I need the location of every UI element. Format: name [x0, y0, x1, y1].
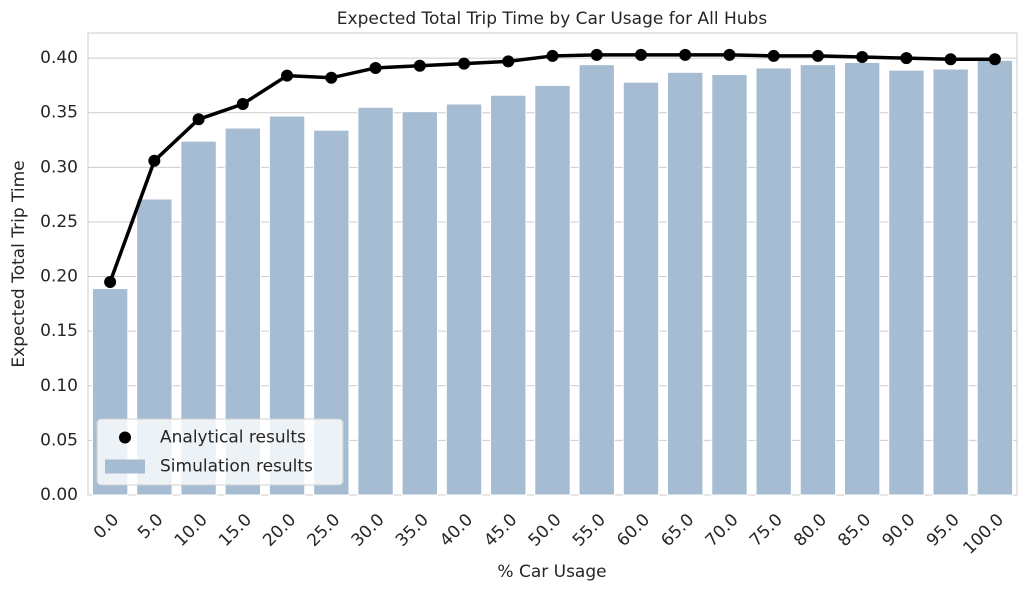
bar	[976, 59, 1014, 496]
bar	[843, 61, 881, 496]
y-tick-label: 0.40	[40, 48, 78, 68]
y-tick-label: 0.00	[40, 485, 78, 505]
bar	[667, 71, 704, 496]
bar	[755, 67, 792, 496]
point	[988, 53, 1001, 66]
point	[502, 55, 515, 68]
point	[236, 97, 249, 110]
bar	[534, 84, 571, 496]
bar	[490, 94, 527, 496]
bar	[932, 68, 969, 496]
bar	[445, 103, 483, 496]
point	[723, 48, 736, 61]
point	[281, 69, 294, 82]
point	[413, 59, 426, 72]
point	[856, 51, 869, 64]
x-tick-label: 85.0	[834, 510, 875, 551]
chart-title: Expected Total Trip Time by Car Usage fo…	[337, 9, 768, 29]
x-tick-label: 35.0	[392, 510, 433, 551]
x-tick-label: 15.0	[215, 510, 256, 551]
point	[679, 48, 692, 61]
bar	[401, 111, 438, 496]
y-tick-label: 0.30	[40, 157, 78, 177]
x-tick-label: 20.0	[259, 510, 300, 551]
x-tick-label: 80.0	[790, 510, 831, 551]
y-tick-label: 0.35	[40, 103, 78, 123]
bar	[799, 64, 837, 496]
point	[325, 71, 338, 84]
point	[634, 48, 647, 61]
point	[944, 53, 957, 66]
x-tick-label: 45.0	[480, 510, 521, 551]
point	[546, 49, 559, 62]
y-axis-label: Expected Total Trip Time	[9, 160, 29, 367]
x-tick-label: 60.0	[613, 510, 654, 551]
x-tick-label: 75.0	[746, 510, 787, 551]
point	[148, 154, 161, 167]
x-tick-label: 65.0	[657, 510, 698, 551]
point	[767, 49, 780, 62]
x-tick-label: 90.0	[879, 510, 920, 551]
point	[590, 48, 603, 61]
point	[458, 57, 471, 70]
point	[900, 52, 913, 65]
bar	[357, 106, 394, 496]
legend-marker	[105, 459, 145, 474]
y-tick-label: 0.10	[40, 376, 78, 396]
legend-label: Simulation results	[160, 457, 313, 477]
x-tick-label: 5.0	[134, 510, 167, 543]
y-tick-label: 0.25	[40, 212, 78, 232]
x-tick-label: 30.0	[348, 510, 389, 551]
bar	[711, 74, 748, 496]
y-tick-label: 0.05	[40, 430, 78, 450]
legend-box	[96, 418, 344, 486]
legend-label: Analytical results	[160, 428, 306, 448]
x-tick-label: 70.0	[702, 510, 743, 551]
point	[369, 61, 382, 74]
point	[104, 276, 117, 289]
bar	[578, 64, 615, 496]
x-tick-label: 0.0	[90, 510, 123, 543]
legend-marker	[119, 431, 131, 444]
x-tick-label: 95.0	[923, 510, 964, 551]
x-tick-label: 100.0	[959, 510, 1008, 559]
x-tick-label: 50.0	[525, 510, 566, 551]
point	[811, 49, 824, 62]
bar	[888, 69, 925, 496]
x-tick-label: 25.0	[303, 510, 344, 551]
bar	[622, 81, 660, 496]
x-tick-label: 55.0	[569, 510, 610, 551]
y-tick-label: 0.15	[40, 321, 78, 341]
point	[192, 113, 205, 126]
x-tick-label: 40.0	[436, 510, 477, 551]
x-tick-label: 10.0	[171, 510, 212, 551]
x-axis-label: % Car Usage	[497, 562, 606, 582]
y-tick-label: 0.20	[40, 267, 78, 287]
